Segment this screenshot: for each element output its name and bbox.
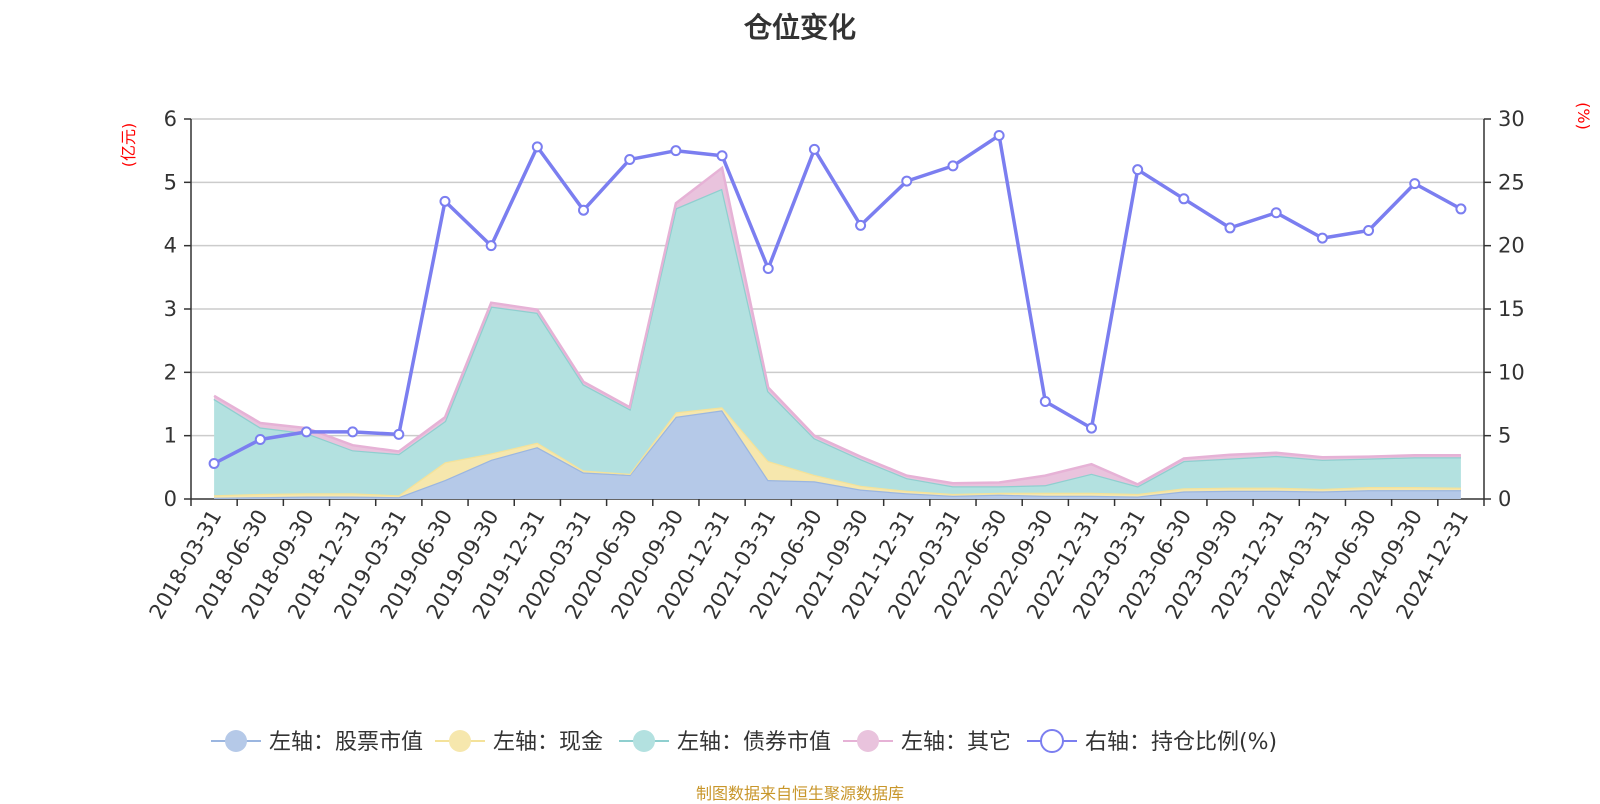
area-layer xyxy=(213,165,1461,499)
left-axis-tick-label: 6 xyxy=(164,107,177,131)
legend-item[interactable]: 左轴：股票市值 xyxy=(211,730,423,755)
left-axis-tick-label: 3 xyxy=(164,297,177,321)
legend-label: 左轴：股票市值 xyxy=(269,730,423,755)
legend-label: 左轴：现金 xyxy=(493,730,603,755)
left-axis-unit: (亿元) xyxy=(119,123,138,168)
line-point xyxy=(393,428,405,440)
right-axis-tick-label: 10 xyxy=(1498,360,1525,384)
line-point xyxy=(1409,178,1421,190)
legend-circle-icon xyxy=(449,730,471,752)
area-左轴：股票市值 xyxy=(214,410,1461,499)
legend-item[interactable]: 右轴：持仓比例(%) xyxy=(1027,729,1277,755)
area-左轴：债券市值 xyxy=(214,188,1461,496)
area-edge-左轴：债券市值 xyxy=(213,186,1461,488)
line-point xyxy=(808,143,820,155)
legend-circle-icon xyxy=(633,730,655,752)
grid-layer xyxy=(191,118,1484,500)
line-point xyxy=(300,426,312,438)
line-point xyxy=(531,141,543,153)
line-point xyxy=(1132,164,1144,176)
line-point xyxy=(1085,422,1097,434)
line-point xyxy=(947,160,959,172)
legend-circle-icon xyxy=(1040,729,1064,753)
line-point xyxy=(993,129,1005,141)
legend-item[interactable]: 左轴：债券市值 xyxy=(619,730,831,755)
left-axis-tick-label: 2 xyxy=(164,360,177,384)
line-point xyxy=(485,240,497,252)
line-point xyxy=(578,204,590,216)
area-edge-左轴：其它 xyxy=(213,165,1461,486)
line-point xyxy=(347,426,359,438)
legend[interactable]: 左轴：股票市值 左轴：现金 左轴：债券市值 左轴：其它 右轴：持仓比例(%) xyxy=(211,729,1277,755)
line-point xyxy=(1363,224,1375,236)
left-axis-tick-label: 1 xyxy=(164,424,177,448)
legend-label: 右轴：持仓比例(%) xyxy=(1085,730,1277,755)
legend-item[interactable]: 左轴：现金 xyxy=(435,730,603,755)
legend-circle-icon xyxy=(225,730,247,752)
line-point xyxy=(762,262,774,274)
legend-item[interactable]: 左轴：其它 xyxy=(843,730,1011,755)
right-axis-tick-label: 5 xyxy=(1498,424,1511,448)
right-axis-tick-label: 20 xyxy=(1498,234,1525,258)
legend-label: 左轴：债券市值 xyxy=(677,730,831,755)
right-axis-tick-label: 30 xyxy=(1498,107,1525,131)
line-layer xyxy=(208,129,1467,470)
line-point xyxy=(670,145,682,157)
line-point xyxy=(624,154,636,166)
line-point xyxy=(1224,222,1236,234)
line-point xyxy=(1316,232,1328,244)
legend-label: 左轴：其它 xyxy=(901,730,1011,755)
left-axis-tick-label: 0 xyxy=(164,487,177,511)
line-point xyxy=(208,458,220,470)
source-note: 制图数据来自恒生聚源数据库 xyxy=(695,784,904,803)
line-point xyxy=(1178,193,1190,205)
line-point xyxy=(439,195,451,207)
line-右轴：持仓比例(%) xyxy=(213,133,1462,466)
legend-circle-icon xyxy=(857,730,879,752)
right-axis-unit: (%) xyxy=(1574,102,1593,130)
right-axis-tick-label: 0 xyxy=(1498,487,1511,511)
line-point xyxy=(254,433,266,445)
left-axis-tick-label: 5 xyxy=(164,170,177,194)
line-point xyxy=(901,175,913,187)
line-point xyxy=(1270,207,1282,219)
line-point xyxy=(1455,203,1467,215)
chart-title: 仓位变化 xyxy=(743,11,856,44)
line-point xyxy=(855,219,867,231)
left-axis-tick-label: 4 xyxy=(164,234,177,258)
line-point xyxy=(1039,395,1051,407)
right-axis-tick-label: 25 xyxy=(1498,170,1525,194)
line-point xyxy=(716,150,728,162)
right-axis-tick-label: 15 xyxy=(1498,297,1525,321)
